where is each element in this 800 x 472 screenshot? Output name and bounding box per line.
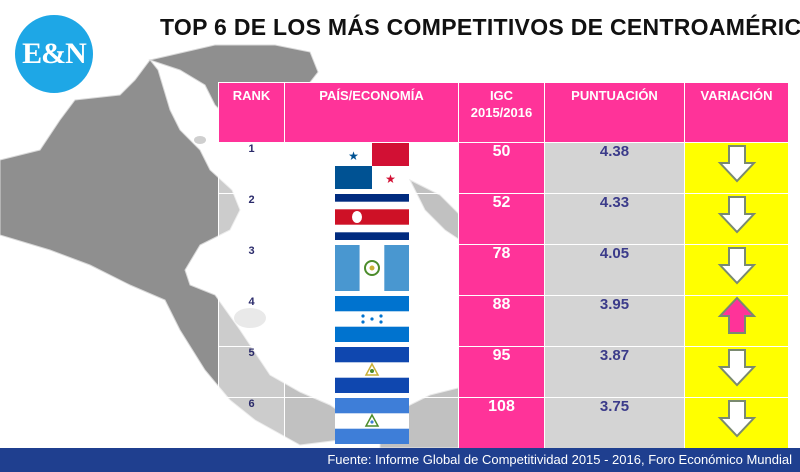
igc-cell: 52 [458, 193, 545, 245]
score-cell: 4.05 [544, 244, 685, 296]
variation-cell [684, 142, 789, 194]
score-cell: 3.75 [544, 397, 685, 449]
igc-cell: 78 [458, 244, 545, 296]
score-cell: 3.95 [544, 295, 685, 347]
source-footer: Fuente: Informe Global de Competitividad… [0, 448, 800, 472]
table-row: 1 ★ ★ 50 4.38 [218, 142, 789, 194]
header-score: PUNTUACIÓN [544, 82, 685, 143]
svg-text:★: ★ [385, 172, 396, 186]
table-row: 2 52 4.33 [218, 193, 789, 245]
rank-cell: 1 [218, 142, 285, 194]
guatemala-flag [334, 245, 409, 291]
igc-cell: 95 [458, 346, 545, 398]
variation-cell [684, 193, 789, 245]
variation-cell [684, 295, 789, 347]
en-logo: E&N [12, 12, 96, 96]
rank-cell: 6 [218, 397, 285, 449]
variation-cell [684, 244, 789, 296]
country-cell [284, 193, 459, 245]
ranking-table: RANK PAÍS/ECONOMÍA IGC 2015/2016 PUNTUACI… [218, 82, 789, 449]
arrow-down-icon [717, 145, 756, 183]
table-header-row: RANK PAÍS/ECONOMÍA IGC 2015/2016 PUNTUACI… [218, 82, 789, 143]
header-variation: VARIACIÓN [684, 82, 789, 143]
arrow-down-icon [717, 349, 756, 387]
page-title: TOP 6 DE LOS MÁS COMPETITIVOS DE CENTROA… [160, 14, 800, 40]
rank-cell: 5 [218, 346, 285, 398]
country-cell [284, 295, 459, 347]
header-rank: RANK [218, 82, 285, 143]
variation-cell [684, 397, 789, 449]
arrow-down-icon [717, 400, 756, 438]
honduras-flag [334, 296, 409, 342]
header-country: PAÍS/ECONOMÍA [284, 82, 459, 143]
costa-rica-flag [334, 194, 409, 240]
country-cell [284, 397, 459, 449]
igc-cell: 88 [458, 295, 545, 347]
arrow-up-icon [717, 296, 756, 334]
igc-cell: 108 [458, 397, 545, 449]
nicaragua-flag [334, 398, 409, 444]
header-igc: IGC 2015/2016 [458, 82, 545, 143]
arrow-down-icon [717, 247, 756, 285]
table-row: 4 88 3.95 [218, 295, 789, 347]
logo-text: E&N [22, 37, 87, 70]
rank-cell: 3 [218, 244, 285, 296]
country-cell [284, 346, 459, 398]
panama-flag: ★ ★ [334, 143, 409, 189]
table-row: 3 78 4.05 [218, 244, 789, 296]
rank-cell: 2 [218, 193, 285, 245]
score-cell: 4.33 [544, 193, 685, 245]
table-row: 5 95 3.87 [218, 346, 789, 398]
score-cell: 3.87 [544, 346, 685, 398]
variation-cell [684, 346, 789, 398]
country-cell [284, 244, 459, 296]
el-salvador-flag [334, 347, 409, 393]
header-igc-line1: IGC [489, 88, 514, 103]
score-cell: 4.38 [544, 142, 685, 194]
table-row: 6 108 3.75 [218, 397, 789, 449]
country-cell: ★ ★ [284, 142, 459, 194]
svg-text:★: ★ [348, 149, 359, 163]
rank-cell: 4 [218, 295, 285, 347]
arrow-down-icon [717, 196, 756, 234]
igc-cell: 50 [458, 142, 545, 194]
header-igc-line2: 2015/2016 [470, 105, 533, 120]
source-text: Fuente: Informe Global de Competitividad… [327, 452, 792, 467]
